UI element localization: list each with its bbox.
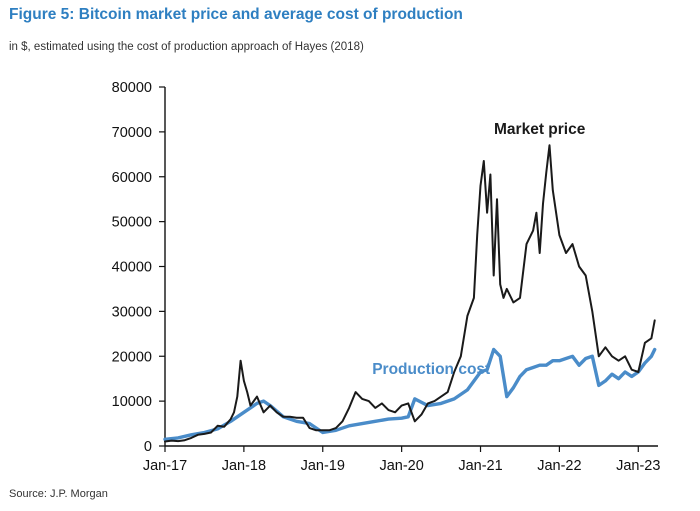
y-tick-label: 80000 bbox=[112, 80, 152, 96]
figure-title: Figure 5: Bitcoin market price and avera… bbox=[9, 6, 463, 23]
market-price-line bbox=[164, 144, 656, 443]
y-tick-label: 50000 bbox=[112, 215, 152, 231]
figure-source: Source: J.P. Morgan bbox=[9, 488, 108, 500]
production-cost-label: Production cost bbox=[372, 361, 490, 378]
y-tick-label: 60000 bbox=[112, 170, 152, 186]
annotations: Market price Production cost bbox=[372, 121, 585, 378]
production-cost-line bbox=[163, 347, 657, 441]
y-tick-label: 10000 bbox=[112, 394, 152, 410]
x-tick-label: Jan-18 bbox=[222, 458, 266, 474]
y-tick-label: 20000 bbox=[112, 349, 152, 365]
x-tick-label: Jan-21 bbox=[458, 458, 502, 474]
y-tick-label: 0 bbox=[144, 439, 152, 455]
y-tick-label: 70000 bbox=[112, 125, 152, 141]
x-axis: Jan-17 Jan-18 Jan-19 Jan-20 Jan-21 Jan-22 Jan-… bbox=[143, 445, 660, 474]
market-price-label: Market price bbox=[494, 121, 586, 138]
x-tick-label: Jan-20 bbox=[379, 458, 423, 474]
x-tick-label: Jan-17 bbox=[143, 458, 187, 474]
y-axis: 0 10000 20000 30000 40000 50000 60000 70000 8000… bbox=[112, 80, 166, 455]
y-tick-label: 40000 bbox=[112, 260, 152, 276]
x-tick-label: Jan-23 bbox=[616, 458, 660, 474]
y-tick-label: 30000 bbox=[112, 304, 152, 320]
figure-subtitle: in $, estimated using the cost of produc… bbox=[9, 41, 364, 53]
series-lines bbox=[163, 144, 657, 443]
x-tick-label: Jan-19 bbox=[301, 458, 345, 474]
x-tick-label: Jan-22 bbox=[537, 458, 581, 474]
